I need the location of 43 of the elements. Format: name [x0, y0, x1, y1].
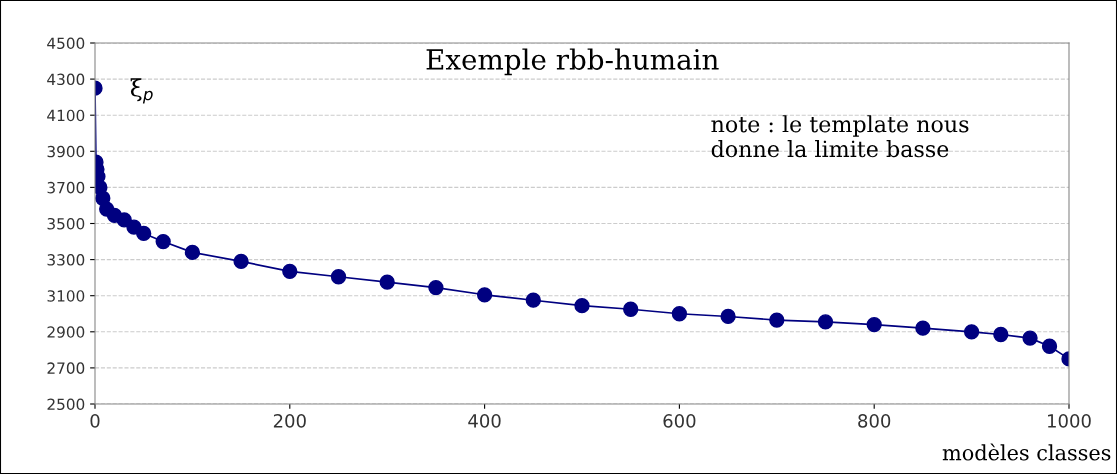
- point: [233, 253, 249, 270]
- point: [1022, 330, 1038, 346]
- annotation: note : le template nous donne la limite basse: [711, 115, 969, 158]
- y-tick-label: 2500: [47, 398, 85, 411]
- y-tick-label: 3100: [47, 290, 85, 302]
- point: [282, 263, 298, 279]
- y-tick-label: 4300: [47, 73, 85, 86]
- point: [136, 225, 152, 242]
- point: [428, 279, 444, 296]
- point: [993, 326, 1009, 343]
- point: [866, 316, 882, 333]
- point: [623, 301, 639, 317]
- x-tick-label: 1000: [1048, 414, 1091, 428]
- point: [155, 233, 171, 250]
- point: [379, 274, 395, 290]
- x-tick-label: 400: [468, 414, 501, 428]
- point: [184, 244, 201, 261]
- point: [1041, 338, 1058, 354]
- point: [915, 320, 931, 336]
- y-tick-label: 4100: [47, 109, 85, 122]
- y-tick-label: 3900: [47, 145, 85, 158]
- point: [525, 292, 541, 308]
- x-tick-label: 200: [273, 414, 306, 428]
- x-tick-label: 600: [663, 414, 696, 428]
- point: [817, 314, 834, 330]
- point: [671, 306, 688, 322]
- y-tick-label: 3700: [47, 181, 85, 194]
- x-tick-label: 800: [858, 414, 891, 428]
- chart-title: Exemple rbb-humain: [426, 48, 719, 76]
- annotation: ξ$_{p}$: [130, 78, 153, 104]
- point: [574, 297, 590, 314]
- y-tick-label: 3500: [47, 217, 85, 230]
- y-tick-label: 2700: [47, 362, 85, 374]
- point: [720, 308, 736, 325]
- x-tick-label: 0: [90, 414, 100, 428]
- point: [963, 324, 980, 340]
- y-tick-label: 2900: [47, 326, 85, 338]
- point: [330, 269, 347, 285]
- point: [476, 287, 493, 303]
- x-axis-title: modèles classes: [942, 443, 1111, 461]
- point: [769, 312, 785, 328]
- y-tick-label: 3300: [47, 254, 85, 266]
- y-tick-label: 4500: [47, 37, 85, 50]
